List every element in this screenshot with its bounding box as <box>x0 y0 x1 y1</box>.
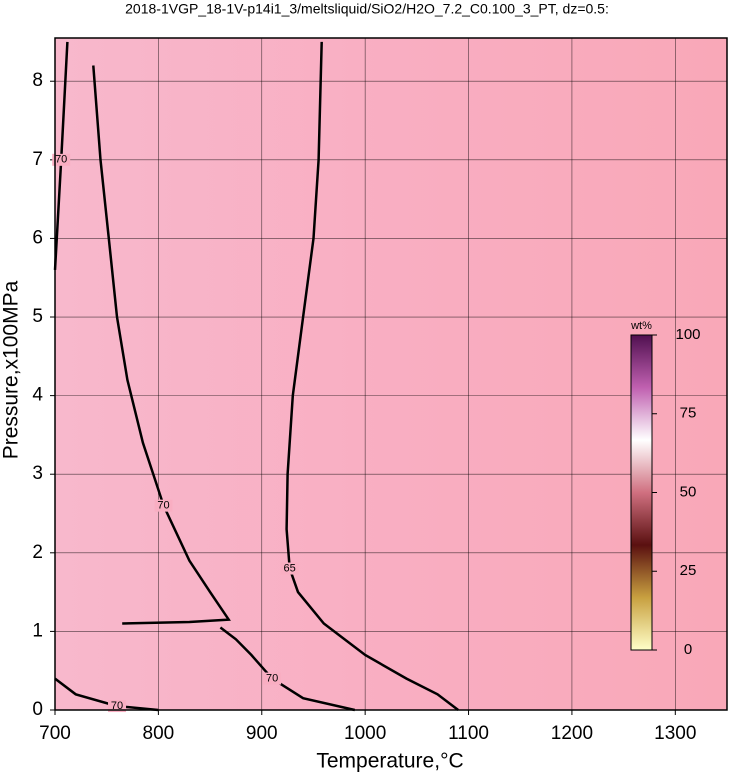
contour-line <box>285 41 459 711</box>
colorbar-tick-label: 50 <box>680 483 697 500</box>
contour-line <box>92 65 231 625</box>
contour-label-bg <box>280 562 299 575</box>
colorbar <box>630 334 653 651</box>
contour-label: 70 <box>157 500 169 512</box>
contour-label: 65 <box>284 562 296 574</box>
x-tick-label: 900 <box>246 723 278 744</box>
x-tick-label: 1300 <box>654 723 696 744</box>
y-tick-label: 4 <box>32 385 43 406</box>
x-axis-label: Temperature,°C <box>316 750 463 773</box>
y-tick-label: 7 <box>32 149 43 170</box>
contour-label-bg <box>52 153 71 166</box>
x-tick-label: 1200 <box>551 723 593 744</box>
chart-title: 2018-1VGP_18-1V-p14i1_3/meltsliquid/SiO2… <box>125 1 609 17</box>
contour-label-bg <box>263 672 282 685</box>
y-tick-label: 6 <box>32 227 43 248</box>
colorbar-tick-label: 25 <box>680 562 697 579</box>
colorbar-tick-label: 0 <box>684 641 692 658</box>
y-axis-label: Pressure,x100MPa <box>0 280 23 459</box>
x-tick-label: 1000 <box>344 723 386 744</box>
y-tick-label: 2 <box>32 542 43 563</box>
plot-area <box>55 38 727 710</box>
y-tick-label: 8 <box>32 70 43 91</box>
contour-line <box>54 677 159 712</box>
colorbar-label: wt% <box>630 320 652 332</box>
x-tick-label: 700 <box>39 723 71 744</box>
colorbar-tick-label: 100 <box>675 326 700 343</box>
contour-label-bg <box>108 700 127 713</box>
x-tick-label: 1100 <box>448 723 489 744</box>
y-tick-label: 3 <box>32 463 43 484</box>
contour-label-bg <box>154 499 173 512</box>
plot-frame <box>54 37 728 711</box>
contour-label: 70 <box>266 672 278 684</box>
colorbar-tick-label: 75 <box>680 405 697 422</box>
y-tick-label: 5 <box>32 306 43 327</box>
x-tick-label: 800 <box>143 723 175 744</box>
contour-label: 70 <box>55 154 67 166</box>
contour-line <box>219 626 356 712</box>
y-tick-label: 0 <box>32 699 43 720</box>
contour-label: 70 <box>111 700 123 712</box>
y-tick-label: 1 <box>32 620 43 641</box>
